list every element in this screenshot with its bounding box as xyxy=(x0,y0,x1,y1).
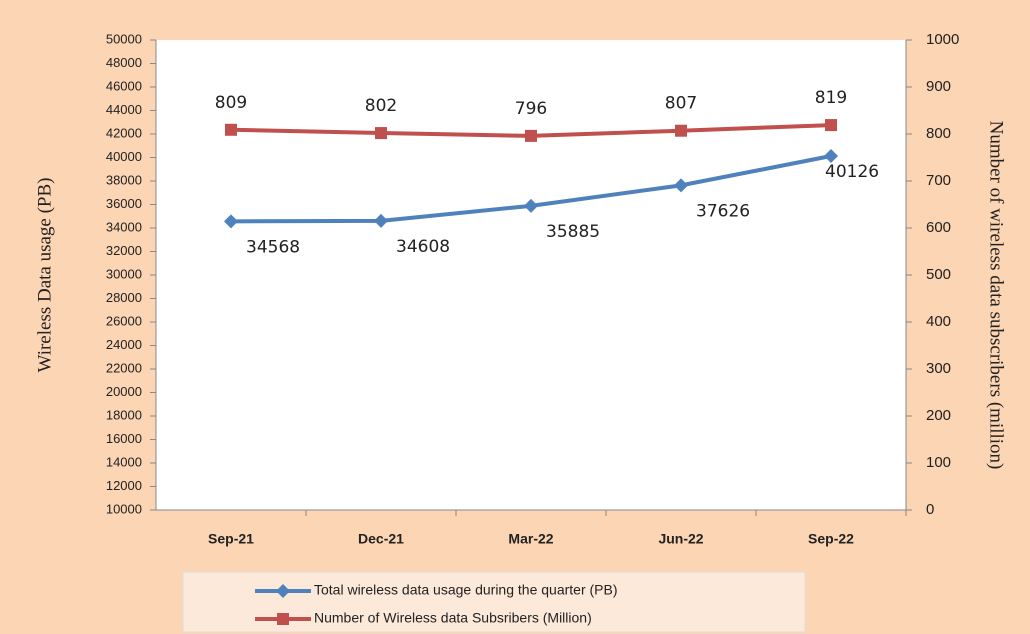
y-axis-title: Wireless Data usage (PB) xyxy=(34,178,55,373)
data-label: 40126 xyxy=(825,162,879,182)
square-marker xyxy=(225,123,237,136)
y2-tick-label: 800 xyxy=(926,125,951,142)
x-tick-label: Jun-22 xyxy=(658,531,703,547)
y-tick-label: 30000 xyxy=(106,266,142,281)
y-tick-label: 50000 xyxy=(106,31,142,46)
y-tick-label: 22000 xyxy=(106,360,142,375)
y-tick-label: 10000 xyxy=(106,501,142,516)
x-tick-label: Sep-21 xyxy=(208,531,254,547)
data-label: 802 xyxy=(365,96,397,116)
diamond-marker xyxy=(224,214,238,229)
x-tick-label: Dec-21 xyxy=(358,531,404,547)
diamond-marker xyxy=(674,178,688,193)
x-tick-label: Sep-22 xyxy=(808,531,854,547)
y-tick-label: 18000 xyxy=(106,407,142,422)
square-marker xyxy=(825,119,837,132)
legend-label: Number of Wireless data Subsribers (Mill… xyxy=(314,610,592,626)
y2-tick-label: 500 xyxy=(926,266,951,283)
y-tick-label: 38000 xyxy=(106,172,142,187)
y2-tick-label: 200 xyxy=(926,407,951,424)
diamond-marker xyxy=(276,584,290,598)
square-marker xyxy=(675,124,687,137)
y2-tick-label: 100 xyxy=(926,454,951,471)
y-tick-label: 36000 xyxy=(106,196,142,211)
y-tick-label: 28000 xyxy=(106,290,142,305)
y2-tick-label: 600 xyxy=(926,219,951,236)
y-tick-label: 34000 xyxy=(106,219,142,234)
y2-axis-title: Number of wireless data subscribers (mil… xyxy=(986,121,1007,470)
y2-tick-label: 900 xyxy=(926,78,951,95)
y-tick-label: 48000 xyxy=(106,55,142,70)
x-tick-label: Mar-22 xyxy=(508,531,553,547)
y2-tick-label: 1000 xyxy=(926,31,959,48)
y-tick-label: 40000 xyxy=(106,149,142,164)
data-label: 796 xyxy=(515,99,547,119)
data-label: 819 xyxy=(815,88,847,108)
y2-tick-label: 400 xyxy=(926,313,951,330)
y-tick-label: 20000 xyxy=(106,384,142,399)
plot-area xyxy=(156,40,906,510)
legend-label: Total wireless data usage during the qua… xyxy=(314,582,618,598)
data-label: 34568 xyxy=(246,237,300,257)
diamond-marker xyxy=(524,198,538,213)
diamond-marker xyxy=(374,213,388,228)
y-tick-label: 44000 xyxy=(106,102,142,117)
y-tick-label: 26000 xyxy=(106,313,142,328)
y-tick-label: 42000 xyxy=(106,125,142,140)
y-tick-label: 32000 xyxy=(106,243,142,258)
y2-tick-label: 0 xyxy=(926,501,934,518)
data-label: 37626 xyxy=(696,201,750,221)
data-label: 807 xyxy=(665,94,697,114)
y2-tick-label: 300 xyxy=(926,360,951,377)
y-tick-label: 12000 xyxy=(106,478,142,493)
y-tick-label: 14000 xyxy=(106,454,142,469)
square-marker xyxy=(525,129,537,142)
data-label: 35885 xyxy=(546,222,600,242)
square-marker xyxy=(375,127,387,140)
y2-tick-label: 700 xyxy=(926,172,951,189)
y-tick-label: 16000 xyxy=(106,431,142,446)
square-marker xyxy=(277,613,289,625)
data-label: 809 xyxy=(215,93,247,113)
diamond-marker xyxy=(824,149,838,164)
y-tick-label: 24000 xyxy=(106,337,142,352)
y-tick-label: 46000 xyxy=(106,78,142,93)
data-label: 34608 xyxy=(396,237,450,257)
